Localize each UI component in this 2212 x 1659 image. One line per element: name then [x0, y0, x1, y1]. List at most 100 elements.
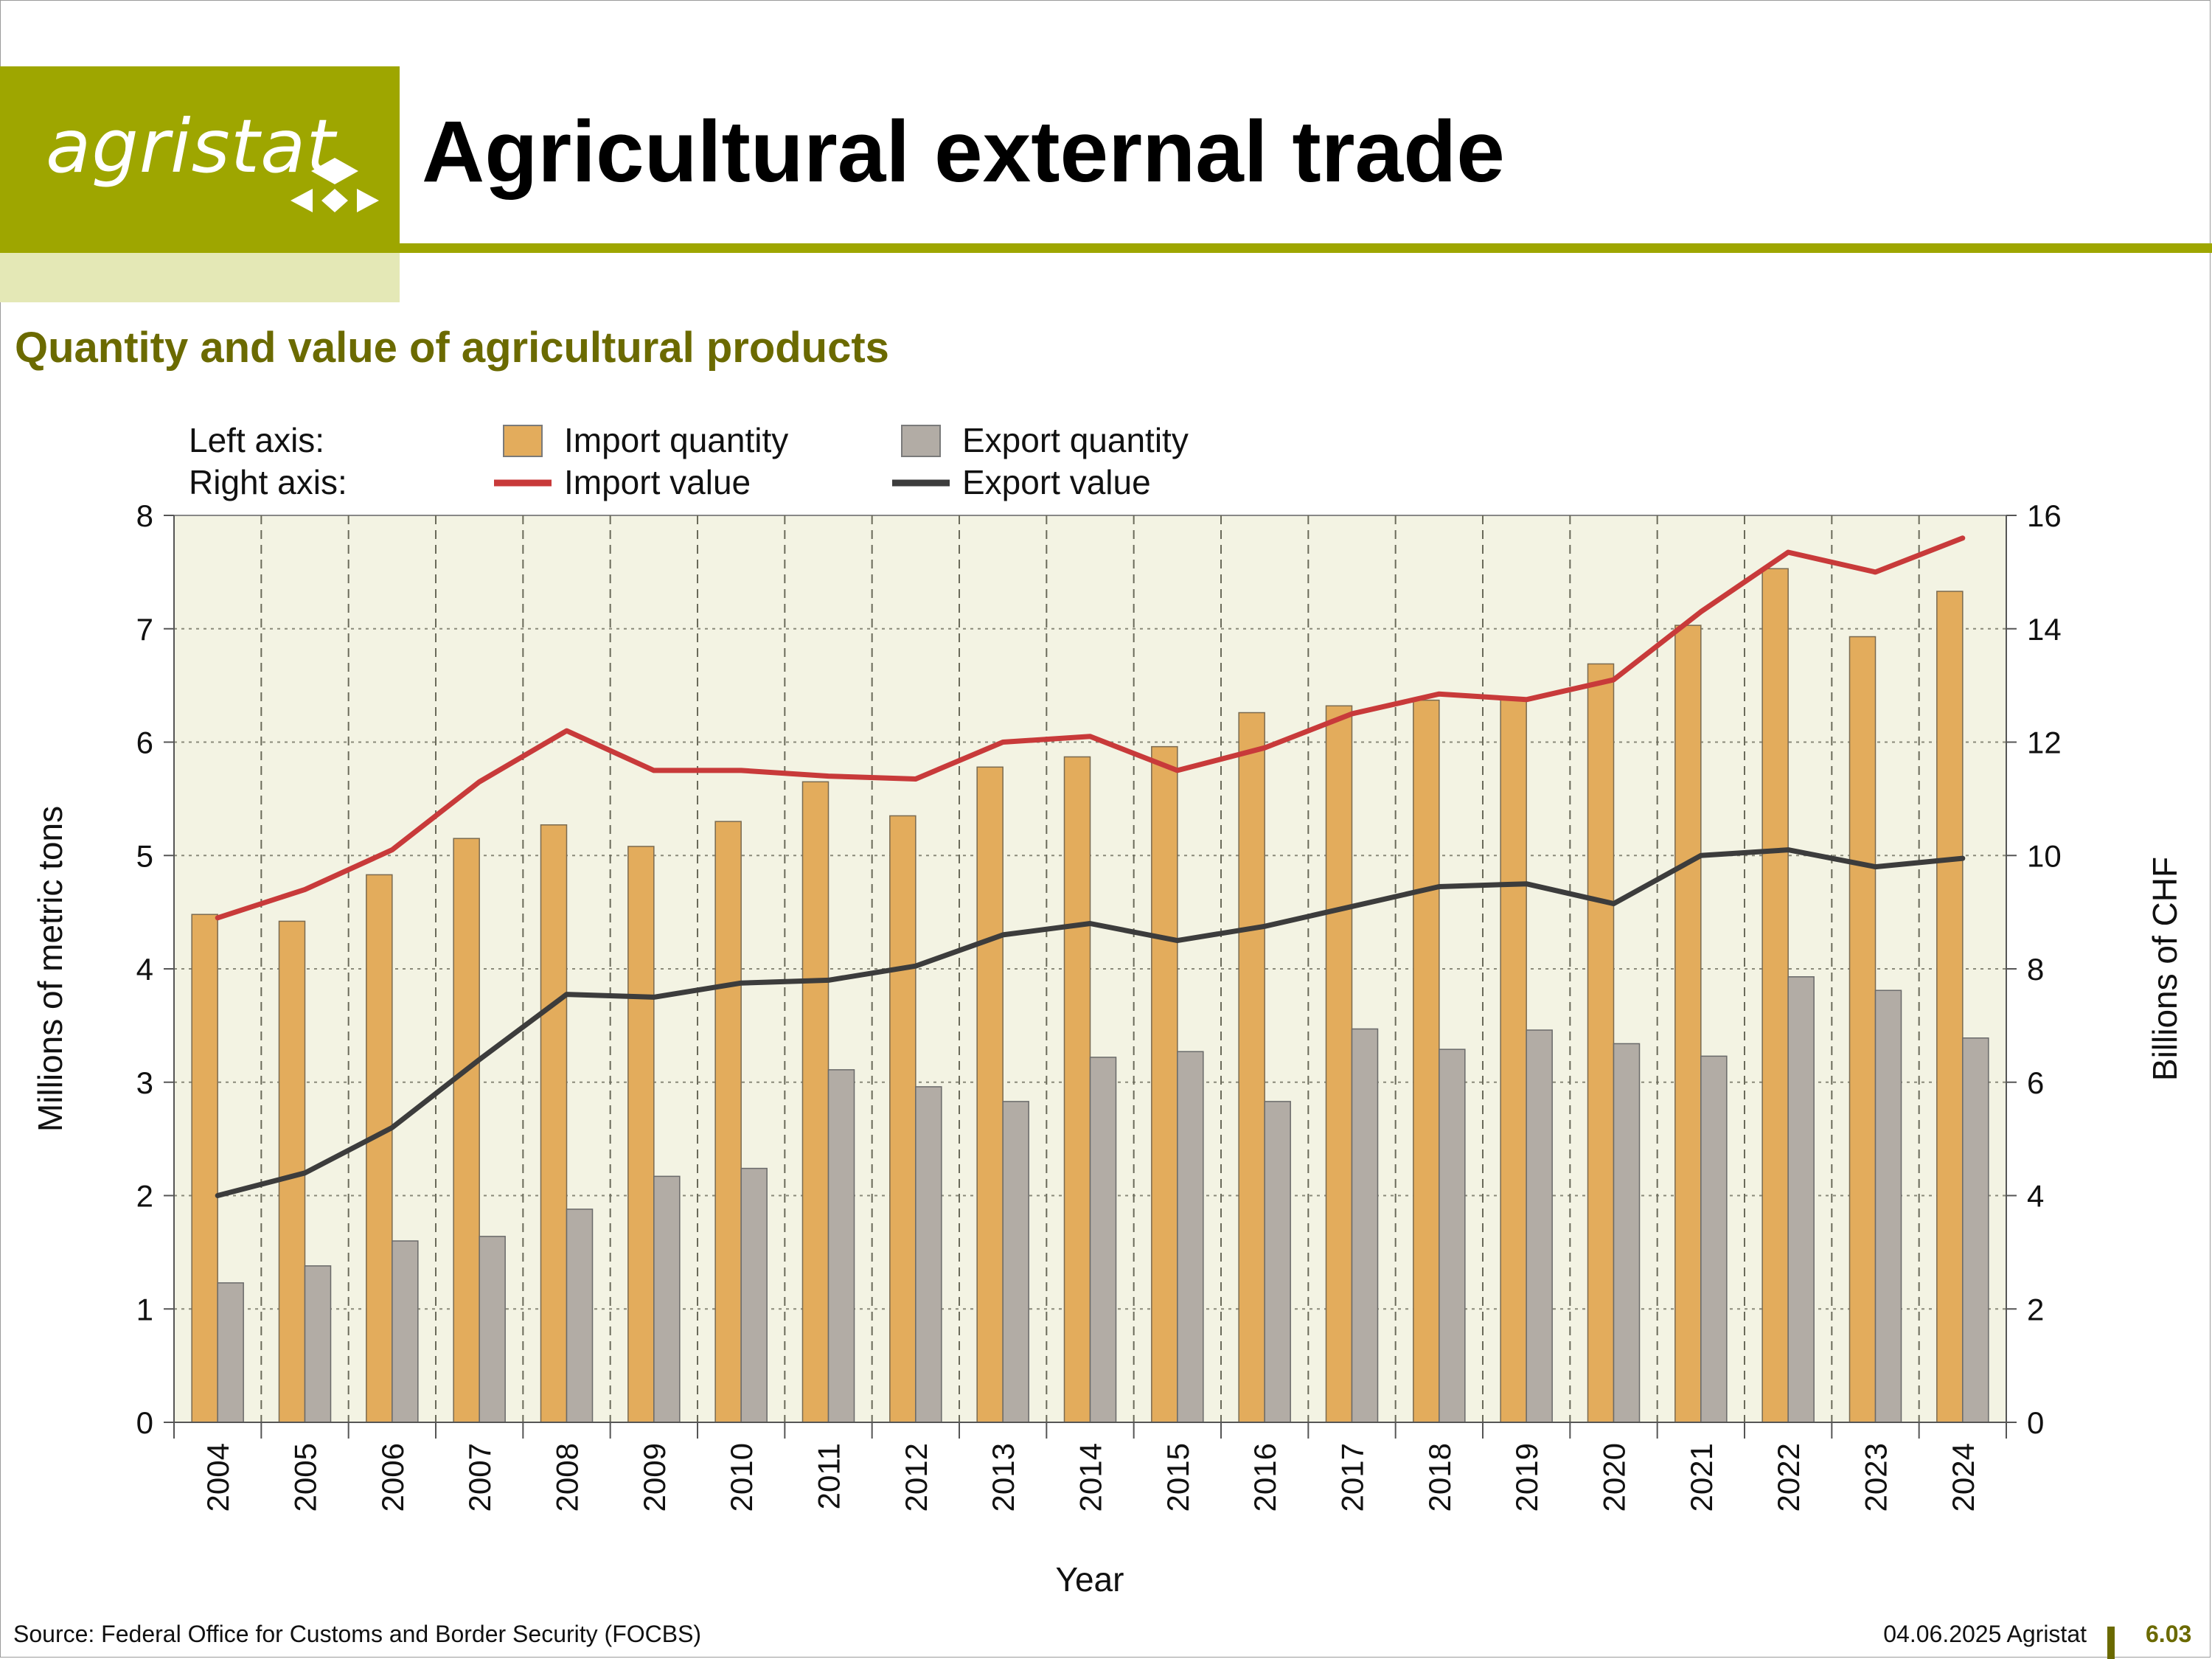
legend-export-quantity-swatch: [901, 425, 941, 457]
export-quantity-bar: [1874, 990, 1902, 1423]
export-quantity-bar: [392, 1240, 419, 1423]
import-quantity-bar: [714, 821, 742, 1423]
right-tick-label: 16: [2027, 498, 2062, 533]
left-tick-label: 6: [136, 726, 153, 760]
x-tick-label: 2016: [1248, 1443, 1282, 1512]
import-quantity-bar: [1325, 705, 1353, 1423]
page-title: Agricultural external trade: [422, 103, 1505, 201]
page-number: 6.03: [2146, 1621, 2192, 1647]
import-quantity-bar: [1674, 625, 1702, 1423]
right-tick-label: 4: [2027, 1179, 2044, 1214]
export-value-line: [215, 847, 1966, 1198]
x-tick-label: 2007: [462, 1443, 497, 1512]
export-quantity-bar: [1962, 1037, 1989, 1423]
legend: Left axis: Right axis: Import quantity E…: [189, 421, 1189, 501]
x-tick-label: 2018: [1422, 1443, 1457, 1512]
right-tick-label: 8: [2027, 952, 2044, 987]
x-tick-label: 2017: [1335, 1443, 1370, 1512]
x-tick-label: 2009: [637, 1443, 672, 1512]
left-tick-label: 1: [136, 1292, 153, 1326]
legend-import-quantity-swatch: [503, 425, 543, 457]
right-tick-label: 0: [2027, 1405, 2044, 1440]
logo-diamonds-icon: [291, 158, 379, 212]
export-quantity-bar: [479, 1236, 506, 1423]
import-quantity-bar: [1761, 568, 1789, 1423]
x-tick-label: 2005: [288, 1443, 323, 1512]
line-series: [215, 535, 1966, 1198]
export-quantity-bar: [1439, 1048, 1466, 1423]
x-tick-label: 2011: [812, 1443, 846, 1509]
left-tick-label: 4: [136, 952, 153, 987]
import-value-line: [215, 535, 1966, 921]
export-quantity-bar: [1787, 976, 1815, 1423]
right-tick-label: 12: [2027, 726, 2062, 760]
x-tick-label: 2021: [1684, 1443, 1719, 1512]
import-quantity-bar: [540, 824, 568, 1423]
footer-date: 04.06.2025 Agristat: [1883, 1621, 2087, 1647]
x-tick-label: 2023: [1859, 1443, 1893, 1512]
x-tick-label: 2024: [1946, 1443, 1980, 1512]
x-tick-label: 2013: [986, 1443, 1020, 1512]
export-quantity-bar: [1526, 1029, 1553, 1423]
legend-left-axis-label: Left axis:: [189, 421, 324, 459]
import-quantity-bar: [976, 766, 1004, 1423]
import-quantity-bar: [1413, 699, 1440, 1423]
legend-export-value: Export value: [962, 463, 1151, 501]
export-quantity-bar: [217, 1282, 244, 1423]
import-quantity-bar: [191, 914, 218, 1423]
export-quantity-bar: [1700, 1055, 1728, 1423]
export-quantity-bar: [566, 1208, 594, 1423]
export-quantity-bar: [304, 1265, 332, 1423]
legend-import-quantity: Import quantity: [564, 421, 788, 459]
import-quantity-bar: [801, 781, 830, 1423]
export-quantity-bar: [1351, 1028, 1379, 1423]
export-quantity-bar: [653, 1175, 681, 1423]
import-quantity-bar: [1587, 663, 1615, 1423]
import-quantity-bar: [1151, 745, 1178, 1423]
page-number-bar: [2107, 1627, 2115, 1659]
x-axis-title: Year: [1056, 1560, 1124, 1599]
left-tick-label: 3: [136, 1065, 153, 1100]
logo-text: agristat: [46, 103, 336, 189]
left-tick-label: 0: [136, 1405, 153, 1440]
left-tick-label: 7: [136, 612, 153, 647]
legend-right-axis-label: Right axis:: [189, 463, 347, 501]
x-tick-label: 2022: [1771, 1443, 1806, 1512]
export-quantity-bar: [1613, 1043, 1641, 1423]
import-quantity-bar: [1063, 756, 1091, 1423]
export-quantity-bar: [740, 1167, 768, 1423]
chart-subtitle: Quantity and value of agricultural produ…: [15, 324, 889, 372]
import-quantity-bar: [889, 815, 917, 1423]
left-tick-label: 8: [136, 498, 153, 533]
import-quantity-bar: [627, 846, 655, 1423]
bar-series: [191, 568, 1989, 1423]
right-tick-label: 6: [2027, 1065, 2044, 1100]
source-note: Source: Federal Office for Customs and B…: [13, 1621, 702, 1647]
x-tick-label: 2019: [1509, 1443, 1544, 1512]
export-quantity-bar: [1177, 1051, 1204, 1423]
x-tick-label: 2014: [1074, 1443, 1108, 1512]
right-tick-label: 2: [2027, 1292, 2044, 1326]
right-axis-title: Billions of CHF: [2146, 857, 2184, 1081]
export-quantity-bar: [827, 1069, 855, 1423]
left-tick-label: 2: [136, 1179, 153, 1214]
logo-accent-band: [0, 253, 400, 302]
x-tick-label: 2004: [201, 1443, 235, 1512]
x-tick-label: 2006: [375, 1443, 410, 1512]
left-axis-title: Millions of metric tons: [31, 806, 69, 1132]
x-tick-label: 2020: [1597, 1443, 1632, 1512]
import-quantity-bar: [453, 838, 480, 1423]
export-quantity-bar: [1002, 1101, 1029, 1423]
x-tick-label: 2010: [724, 1443, 759, 1512]
export-quantity-bar: [1264, 1101, 1291, 1423]
export-quantity-bar: [915, 1086, 942, 1423]
x-tick-label: 2012: [899, 1443, 933, 1512]
left-tick-label: 5: [136, 838, 153, 873]
import-quantity-bar: [1936, 591, 1964, 1423]
header-rule: [400, 243, 2212, 253]
right-tick-label: 14: [2027, 612, 2062, 647]
import-quantity-bar: [366, 874, 393, 1423]
